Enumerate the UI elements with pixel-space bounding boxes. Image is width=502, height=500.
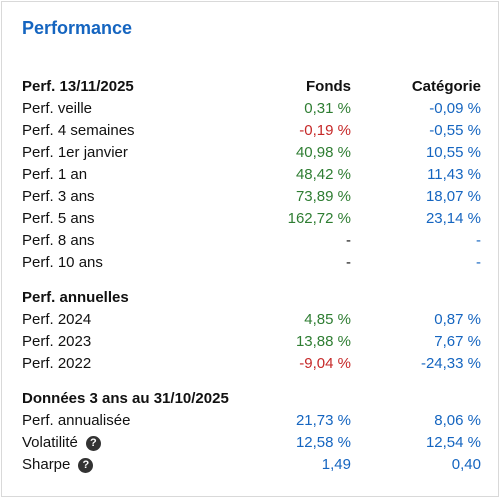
- categorie-value: 18,07 %: [425, 188, 481, 205]
- panel-title: Performance: [22, 18, 133, 38]
- section-title: Données 3 ans au 31/10/2025: [22, 390, 229, 407]
- fonds-value: 73,89 %: [295, 188, 351, 205]
- fonds-value: -: [346, 254, 351, 271]
- row-label-with-help: Volatilité?: [22, 434, 101, 451]
- row-label: Perf. annualisée: [22, 412, 131, 429]
- help-icon[interactable]: ?: [78, 458, 94, 473]
- row-label: Perf. 2024: [22, 311, 92, 328]
- categorie-value: 7,67 %: [434, 333, 481, 350]
- fonds-value: 48,42 %: [295, 166, 351, 183]
- row-label: Perf. 10 ans: [22, 254, 103, 271]
- categorie-value: 23,14 %: [425, 210, 481, 227]
- column-header-fonds: Fonds: [306, 78, 351, 95]
- categorie-value: 8,06 %: [434, 412, 481, 429]
- table-row: Perf. annualisée 21,73 % 8,06 %: [22, 412, 482, 434]
- section-title: Perf. 13/11/2025: [22, 78, 134, 95]
- table-row: Perf. 1 an 48,42 % 11,43 %: [22, 166, 482, 188]
- table-row: Perf. 5 ans 162,72 % 23,14 %: [22, 210, 482, 232]
- table-row-sharpe: Sharpe? 1,49 0,40: [22, 456, 482, 478]
- fonds-value: 0,31 %: [304, 100, 351, 117]
- fonds-value: 13,88 %: [295, 333, 351, 350]
- row-label: Sharpe: [22, 456, 71, 473]
- section-header-3y-data: Données 3 ans au 31/10/2025: [22, 390, 482, 412]
- categorie-value: 0,87 %: [434, 311, 481, 328]
- section-header-perf-date: Perf. 13/11/2025 Fonds Catégorie: [22, 78, 482, 100]
- categorie-value: 12,54 %: [425, 434, 481, 451]
- row-label: Perf. veille: [22, 100, 93, 117]
- fonds-value: 40,98 %: [295, 144, 351, 161]
- categorie-value: -24,33 %: [420, 355, 481, 372]
- table-row: Perf. 3 ans 73,89 % 18,07 %: [22, 188, 482, 210]
- table-row: Perf. 4 semaines -0,19 % -0,55 %: [22, 122, 482, 144]
- row-label: Perf. 1 an: [22, 166, 88, 183]
- fonds-value: 12,58 %: [295, 434, 351, 451]
- column-header-categorie: Catégorie: [411, 78, 481, 95]
- row-label: Perf. 3 ans: [22, 188, 95, 205]
- categorie-value: -: [476, 232, 481, 249]
- table-row: Perf. veille 0,31 % -0,09 %: [22, 100, 482, 122]
- row-label: Perf. 4 semaines: [22, 122, 135, 139]
- row-label: Perf. 2022: [22, 355, 92, 372]
- help-icon[interactable]: ?: [85, 436, 101, 451]
- row-label: Perf. 2023: [22, 333, 92, 350]
- table-row: Perf. 2022 -9,04 % -24,33 %: [22, 355, 482, 377]
- categorie-value: 10,55 %: [425, 144, 481, 161]
- section-header-annual: Perf. annuelles: [22, 289, 482, 311]
- section-title: Perf. annuelles: [22, 289, 129, 306]
- fonds-value: 162,72 %: [287, 210, 351, 227]
- table-row: Perf. 8 ans - -: [22, 232, 482, 254]
- categorie-value: -: [476, 254, 481, 271]
- fonds-value: 1,49: [321, 456, 351, 473]
- fonds-value: -9,04 %: [299, 355, 351, 372]
- table-row: Perf. 2023 13,88 % 7,67 %: [22, 333, 482, 355]
- fonds-value: 4,85 %: [304, 311, 351, 328]
- categorie-value: 0,40: [451, 456, 481, 473]
- categorie-value: 11,43 %: [427, 166, 481, 183]
- table-row-volatility: Volatilité? 12,58 % 12,54 %: [22, 434, 482, 456]
- categorie-value: -0,55 %: [429, 122, 481, 139]
- table-row: Perf. 10 ans - -: [22, 254, 482, 276]
- row-label: Perf. 8 ans: [22, 232, 95, 249]
- fonds-value: -0,19 %: [299, 122, 351, 139]
- table-row: Perf. 1er janvier 40,98 % 10,55 %: [22, 144, 482, 166]
- row-label: Perf. 1er janvier: [22, 144, 128, 161]
- categorie-value: -0,09 %: [429, 100, 481, 117]
- fonds-value: -: [346, 232, 351, 249]
- fonds-value: 21,73 %: [295, 412, 351, 429]
- table-row: Perf. 2024 4,85 % 0,87 %: [22, 311, 482, 333]
- row-label: Perf. 5 ans: [22, 210, 95, 227]
- row-label: Volatilité: [22, 434, 78, 451]
- row-label-with-help: Sharpe?: [22, 456, 94, 473]
